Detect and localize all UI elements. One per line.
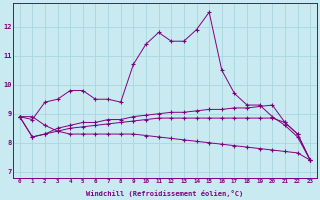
X-axis label: Windchill (Refroidissement éolien,°C): Windchill (Refroidissement éolien,°C) (86, 190, 244, 197)
